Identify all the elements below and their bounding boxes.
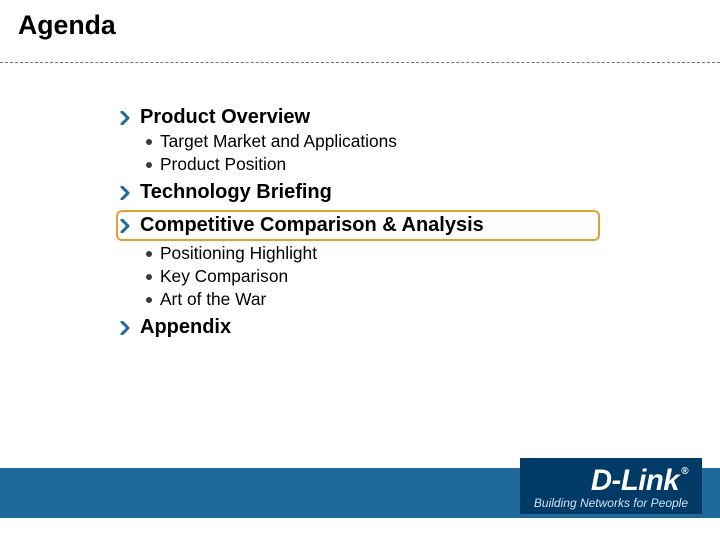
agenda-item-label: Appendix xyxy=(140,316,231,339)
registered-icon: ® xyxy=(681,466,688,477)
agenda-item-technology-briefing: Technology Briefing xyxy=(120,181,600,204)
agenda-sublist: Target Market and Applications Product P… xyxy=(146,131,600,175)
agenda-sublist: Positioning Highlight Key Comparison Art… xyxy=(146,243,600,310)
logo-text: D-Link ® xyxy=(591,464,688,498)
agenda-list: Product Overview Target Market and Appli… xyxy=(120,100,600,339)
divider xyxy=(0,62,720,63)
bullet-dot-icon xyxy=(146,251,152,257)
agenda-item-label: Competitive Comparison & Analysis xyxy=(140,214,484,237)
agenda-subitem-label: Target Market and Applications xyxy=(160,131,397,152)
chevron-right-icon xyxy=(120,186,132,200)
agenda-item-label: Product Overview xyxy=(140,106,310,129)
bullet-dot-icon xyxy=(146,297,152,303)
agenda-subitem: Target Market and Applications xyxy=(146,131,600,152)
agenda-item-label: Technology Briefing xyxy=(140,181,332,204)
bullet-dot-icon xyxy=(146,274,152,280)
agenda-item-product-overview: Product Overview xyxy=(120,106,600,129)
page-title: Agenda xyxy=(18,10,116,41)
agenda-subitem-label: Positioning Highlight xyxy=(160,243,317,264)
chevron-right-icon xyxy=(120,111,132,125)
logo-tagline: Building Networks for People xyxy=(534,496,688,510)
agenda-subitem: Product Position xyxy=(146,154,600,175)
agenda-subitem: Art of the War xyxy=(146,289,600,310)
bullet-dot-icon xyxy=(146,162,152,168)
agenda-subitem: Key Comparison xyxy=(146,266,600,287)
brand-logo: D-Link ® Building Networks for People xyxy=(520,458,702,514)
agenda-subitem: Positioning Highlight xyxy=(146,243,600,264)
chevron-right-icon xyxy=(120,219,132,233)
slide: Agenda Product Overview Target Market an… xyxy=(0,0,720,540)
agenda-subitem-label: Product Position xyxy=(160,154,286,175)
logo-main-text: D-Link xyxy=(591,464,679,498)
bullet-dot-icon xyxy=(146,139,152,145)
agenda-subitem-label: Art of the War xyxy=(160,289,266,310)
chevron-right-icon xyxy=(120,321,132,335)
agenda-item-competitive-comparison: Competitive Comparison & Analysis xyxy=(116,210,600,241)
agenda-item-appendix: Appendix xyxy=(120,316,600,339)
agenda-subitem-label: Key Comparison xyxy=(160,266,288,287)
